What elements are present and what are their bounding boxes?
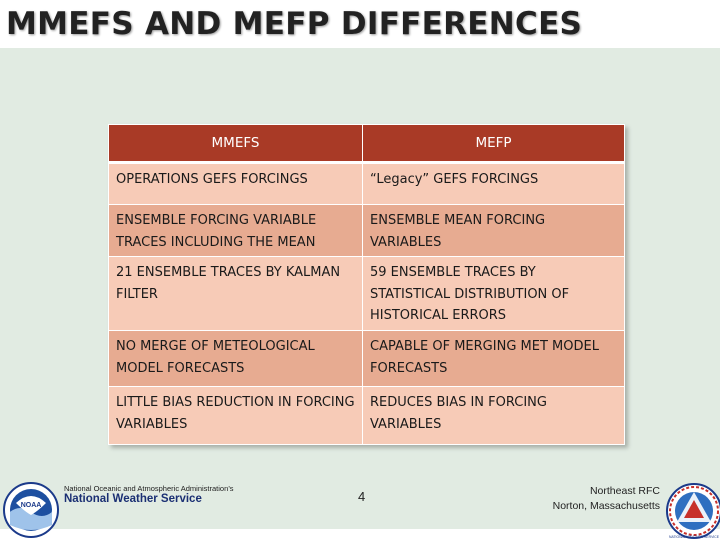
footer-office-text: Northeast RFC [589, 485, 660, 497]
table-cell-mefp: “Legacy” GEFS FORCINGS [362, 162, 625, 205]
table-row: 21 ENSEMBLE TRACES BY KALMAN FILTER 59 E… [108, 256, 625, 331]
table-row: NO MERGE OF METEOLOGICAL MODEL FORECASTS… [108, 330, 625, 387]
svg-text:NOAA: NOAA [21, 502, 42, 509]
table-row: LITTLE BIAS REDUCTION IN FORCING VARIABL… [108, 386, 625, 445]
table-cell-mefp: CAPABLE OF MERGING MET MODEL FORECASTS [362, 330, 625, 387]
svg-text:NATIONAL WEATHER SERVICE: NATIONAL WEATHER SERVICE [669, 535, 720, 539]
table-row: OPERATIONS GEFS FORCINGS “Legacy” GEFS F… [108, 162, 625, 205]
footer-strip [0, 529, 720, 540]
nws-logo-icon: NATIONAL WEATHER SERVICE [666, 483, 720, 539]
footer-location-text: Norton, Massachusetts [552, 500, 660, 512]
header-mmefs: MMEFS [108, 124, 363, 164]
page-number: 4 [358, 489, 366, 504]
table-row: ENSEMBLE FORCING VARIABLE TRACES INCLUDI… [108, 204, 625, 257]
table-cell-mmefs: 21 ENSEMBLE TRACES BY KALMAN FILTER [108, 256, 363, 331]
comparison-table: MMEFS MEFP OPERATIONS GEFS FORCINGS “Leg… [108, 124, 625, 445]
table-header-row: MMEFS MEFP [108, 124, 625, 164]
table-cell-mmefs: OPERATIONS GEFS FORCINGS [108, 162, 363, 205]
footer-service-text: National Weather Service [64, 493, 202, 505]
table-cell-mmefs: LITTLE BIAS REDUCTION IN FORCING VARIABL… [108, 386, 363, 445]
title-band: MMEFS AND MEFP DIFFERENCES [0, 0, 720, 48]
slide-title: MMEFS AND MEFP DIFFERENCES [6, 6, 583, 42]
header-mefp: MEFP [362, 124, 625, 164]
table-cell-mmefs: ENSEMBLE FORCING VARIABLE TRACES INCLUDI… [108, 204, 363, 257]
table-cell-mefp: 59 ENSEMBLE TRACES BY STATISTICAL DISTRI… [362, 256, 625, 331]
table-cell-mefp: REDUCES BIAS IN FORCING VARIABLES [362, 386, 625, 445]
table-cell-mmefs: NO MERGE OF METEOLOGICAL MODEL FORECASTS [108, 330, 363, 387]
table-cell-mefp: ENSEMBLE MEAN FORCING VARIABLES [362, 204, 625, 257]
noaa-logo-icon: NOAA [3, 482, 59, 538]
footer-agency-text: National Oceanic and Atmospheric Adminis… [64, 484, 234, 493]
